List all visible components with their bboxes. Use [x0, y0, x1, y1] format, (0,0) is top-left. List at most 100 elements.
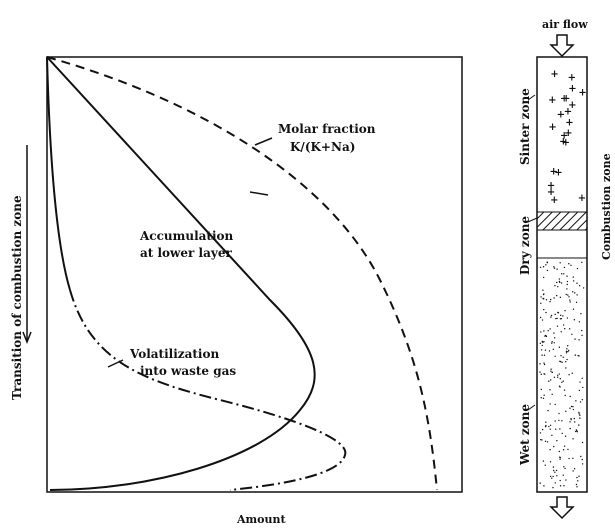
dot — [576, 477, 577, 478]
label: at lower layer — [140, 246, 232, 260]
dot — [563, 449, 564, 450]
dot — [554, 377, 555, 378]
dot — [539, 371, 540, 372]
dot — [553, 470, 554, 471]
dot — [549, 328, 550, 329]
label: Accumulation — [139, 229, 234, 243]
plus-mark: + — [568, 72, 576, 83]
dot — [576, 283, 577, 284]
dot — [550, 299, 551, 300]
dot — [547, 441, 548, 442]
dot — [563, 324, 564, 325]
dot — [556, 470, 557, 471]
dot — [545, 425, 546, 426]
dot — [564, 468, 565, 469]
dot — [567, 317, 568, 318]
dot — [582, 387, 583, 388]
dot — [553, 349, 554, 350]
dot — [569, 328, 570, 329]
dot — [566, 359, 567, 360]
dot — [567, 281, 568, 282]
dot — [574, 418, 575, 419]
dot — [564, 310, 565, 311]
dot — [559, 278, 560, 279]
dot — [575, 354, 576, 355]
dot — [580, 313, 581, 314]
dot — [542, 290, 543, 291]
dot — [561, 382, 562, 383]
dot — [545, 349, 546, 350]
dot — [554, 356, 555, 357]
dot — [582, 378, 583, 379]
dot — [548, 381, 549, 382]
dot — [539, 363, 540, 364]
dot — [549, 350, 550, 351]
dot — [559, 480, 560, 481]
dot — [540, 317, 541, 318]
dot — [561, 331, 562, 332]
dot — [573, 280, 574, 281]
dot — [581, 335, 582, 336]
dot — [568, 350, 569, 351]
dot — [577, 268, 578, 269]
label: air flow — [542, 18, 588, 31]
plus-mark: + — [560, 93, 568, 104]
plus-mark: + — [578, 88, 586, 99]
dot — [556, 440, 557, 441]
label: Sinter zone — [518, 88, 532, 165]
dot — [541, 374, 542, 375]
dot — [554, 342, 555, 343]
dot — [551, 477, 552, 478]
dot — [551, 315, 552, 316]
dot — [541, 349, 542, 350]
dot — [572, 373, 573, 374]
dot — [558, 413, 559, 414]
dot — [556, 269, 557, 270]
dot — [542, 319, 543, 320]
dot — [556, 318, 557, 319]
diagram: Molar fraction K/(K+Na) Accumulation at … — [0, 0, 615, 528]
dot — [547, 410, 548, 411]
dot — [567, 449, 568, 450]
dot — [553, 466, 554, 467]
dot — [550, 425, 551, 426]
dot — [578, 412, 579, 413]
dot — [579, 321, 580, 322]
dot — [562, 315, 563, 316]
dot — [575, 400, 576, 401]
dot — [543, 460, 544, 461]
dot — [576, 484, 577, 485]
dot — [578, 476, 579, 477]
plus-mark: + — [547, 187, 555, 198]
dot — [570, 418, 571, 419]
dot — [574, 292, 575, 293]
dot — [565, 436, 566, 437]
dot — [543, 330, 544, 331]
dot — [582, 459, 583, 460]
dot — [550, 316, 551, 317]
dot — [542, 341, 543, 342]
dot — [551, 372, 552, 373]
dot — [561, 420, 562, 421]
dot — [545, 464, 546, 465]
dot — [567, 294, 568, 295]
dot — [568, 458, 569, 459]
dot — [543, 294, 544, 295]
dot — [558, 420, 559, 421]
dot — [542, 429, 543, 430]
dot — [567, 284, 568, 285]
dot — [579, 285, 580, 286]
dot — [555, 429, 556, 430]
dot — [561, 362, 562, 363]
dot — [555, 482, 556, 483]
dot — [545, 335, 546, 336]
dot — [543, 362, 544, 363]
dot — [547, 270, 548, 271]
dot — [551, 394, 552, 395]
dot — [559, 451, 560, 452]
dot — [541, 389, 542, 390]
plus-mark: + — [548, 122, 556, 133]
dot — [564, 328, 565, 329]
dot — [570, 396, 571, 397]
dot — [550, 379, 551, 380]
